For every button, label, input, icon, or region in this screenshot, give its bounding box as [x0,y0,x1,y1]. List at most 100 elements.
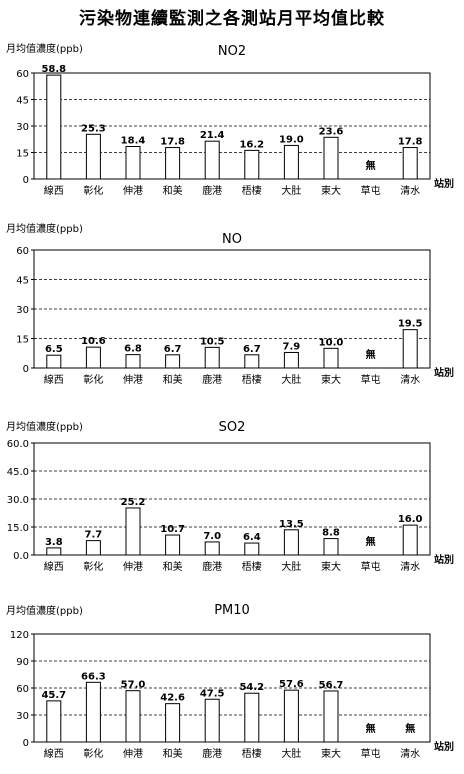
chart-4-x-tick-label: 鹿港 [202,747,222,760]
chart-2-data-label: 6.7 [164,344,182,355]
chart-4-bar [283,689,299,743]
chart-1-x-tick-label: 草屯 [361,184,381,197]
chart-4-x-tick-label: 伸港 [123,748,143,760]
chart-2-missing-marker: 無 [366,348,376,361]
chart-2-data-label: 10.0 [319,337,344,348]
chart-1-y-tick-label: 15 [16,149,29,160]
chart-2-y-axis-label: 月均值濃度(ppb) [6,222,83,235]
chart-1-y-axis-label: 月均值濃度(ppb) [6,42,83,55]
chart-4-x-tick-label: 線西 [44,747,64,760]
chart-1-y-tick-label: 45 [16,96,29,107]
chart-4-y-tick-label: 60 [16,684,29,695]
chart-3-title: SO2 [219,420,246,435]
chart-1-data-label: 18.4 [121,135,146,146]
chart-2-y-tick-label: 0 [23,364,29,375]
chart-2-bar [165,354,181,369]
chart-2-x-tick-label: 梧棲 [242,373,262,386]
chart-3-x-tick-label: 鹿港 [202,560,222,573]
chart-4-bar [165,703,181,743]
chart-2-data-label: 6.5 [45,344,63,355]
chart-1-y-tick-label: 0 [23,175,29,186]
chart-1-x-tick-label: 鹿港 [202,184,222,197]
chart-1-bar [125,145,141,180]
chart-1-data-label: 17.8 [398,137,423,148]
chart-4-bar [323,690,339,743]
chart-3-y-tick-label: 30.0 [7,495,29,506]
chart-4-x-tick-label: 彰化 [83,747,103,760]
chart-1-x-tick-label: 伸港 [123,185,143,197]
chart-3-y-tick-label: 0.0 [13,551,29,562]
chart-3-bar [204,541,220,556]
chart-2-title: NO [222,232,242,247]
chart-2-bar [204,346,220,369]
chart-1-data-label: 21.4 [200,130,225,141]
chart-1-x-tick-label: 梧棲 [242,184,262,197]
chart-3-data-label: 16.0 [398,514,423,525]
chart-4-data-label: 54.2 [239,682,264,693]
chart-3-bar [283,529,299,556]
chart-4-y-tick-label: 90 [16,657,29,668]
chart-3-bar [165,534,181,556]
chart-2-bar [402,329,418,369]
chart-1-x-axis-label: 站別 [434,177,454,190]
chart-1-bar [283,144,299,180]
chart-2-bar [125,354,141,369]
chart-3-y-tick-label: 60.0 [7,439,29,450]
chart-1-x-tick-label: 東大 [321,184,341,197]
chart-1-data-label: 23.6 [319,126,344,137]
chart-2-y-tick-label: 30 [16,305,29,316]
chart-3-data-label: 8.8 [322,528,340,539]
chart-1-data-label: 17.8 [160,137,185,148]
chart-1-x-tick-label: 和美 [163,184,183,197]
chart-4-y-tick-label: 30 [16,711,29,722]
chart-2-bar [283,351,299,369]
chart-4-x-tick-label: 清水 [400,747,420,760]
chart-3-data-label: 13.5 [279,519,304,530]
chart-3-data-label: 25.2 [121,497,146,508]
chart-2-bar [323,347,339,369]
chart-2-x-tick-label: 大肚 [281,373,301,386]
chart-1-title: NO2 [218,44,246,59]
chart-1-data-label: 58.8 [41,64,66,75]
chart-1-y-tick-label: 60 [16,69,29,80]
chart-1-bar [204,140,220,180]
chart-3-y-tick-label: 45.0 [7,467,29,478]
chart-3-bar [323,538,339,556]
chart-2-data-label: 6.7 [243,344,261,355]
chart-2-x-tick-label: 鹿港 [202,373,222,386]
chart-3-x-tick-label: 清水 [400,560,420,573]
chart-1-x-tick-label: 彰化 [83,184,103,197]
chart-2-x-tick-label: 和美 [163,373,183,386]
chart-1-data-label: 25.3 [81,123,106,134]
chart-3-data-label: 3.8 [45,537,63,548]
chart-2-y-tick-label: 15 [16,335,29,346]
chart-1-bar [323,136,339,180]
chart-4-data-label: 47.5 [200,688,225,699]
chart-3-x-tick-label: 伸港 [123,561,143,573]
chart-4-bar [244,692,260,743]
chart-1-missing-marker: 無 [366,159,376,172]
chart-2-data-label: 19.5 [398,319,423,330]
chart-4-data-label: 57.6 [279,679,304,690]
chart-2-x-tick-label: 彰化 [83,373,103,386]
chart-1-x-tick-label: 清水 [400,184,420,197]
chart-4-bar [46,700,62,743]
chart-2-data-label: 10.6 [81,336,106,347]
chart-3-x-tick-label: 線西 [44,560,64,573]
chart-2-y-tick-label: 60 [16,246,29,257]
main-title: 污染物連續監測之各測站月平均值比較 [79,9,385,29]
chart-2-y-tick-label: 45 [16,276,29,287]
chart-4-x-axis-label: 站別 [434,740,454,753]
chart-2-x-tick-label: 東大 [321,373,341,386]
chart-3-x-tick-label: 草屯 [361,560,381,573]
chart-3-x-axis-label: 站別 [434,553,454,566]
chart-2-x-axis-label: 站別 [434,366,454,379]
chart-4-x-tick-label: 草屯 [361,747,381,760]
chart-4-y-axis-label: 月均值濃度(ppb) [6,604,83,617]
chart-2-data-label: 7.9 [283,341,301,352]
chart-3-y-tick-label: 15.0 [7,523,29,534]
chart-3-data-label: 10.7 [160,524,185,535]
chart-2-x-tick-label: 線西 [44,373,64,386]
chart-3-x-tick-label: 梧棲 [242,560,262,573]
